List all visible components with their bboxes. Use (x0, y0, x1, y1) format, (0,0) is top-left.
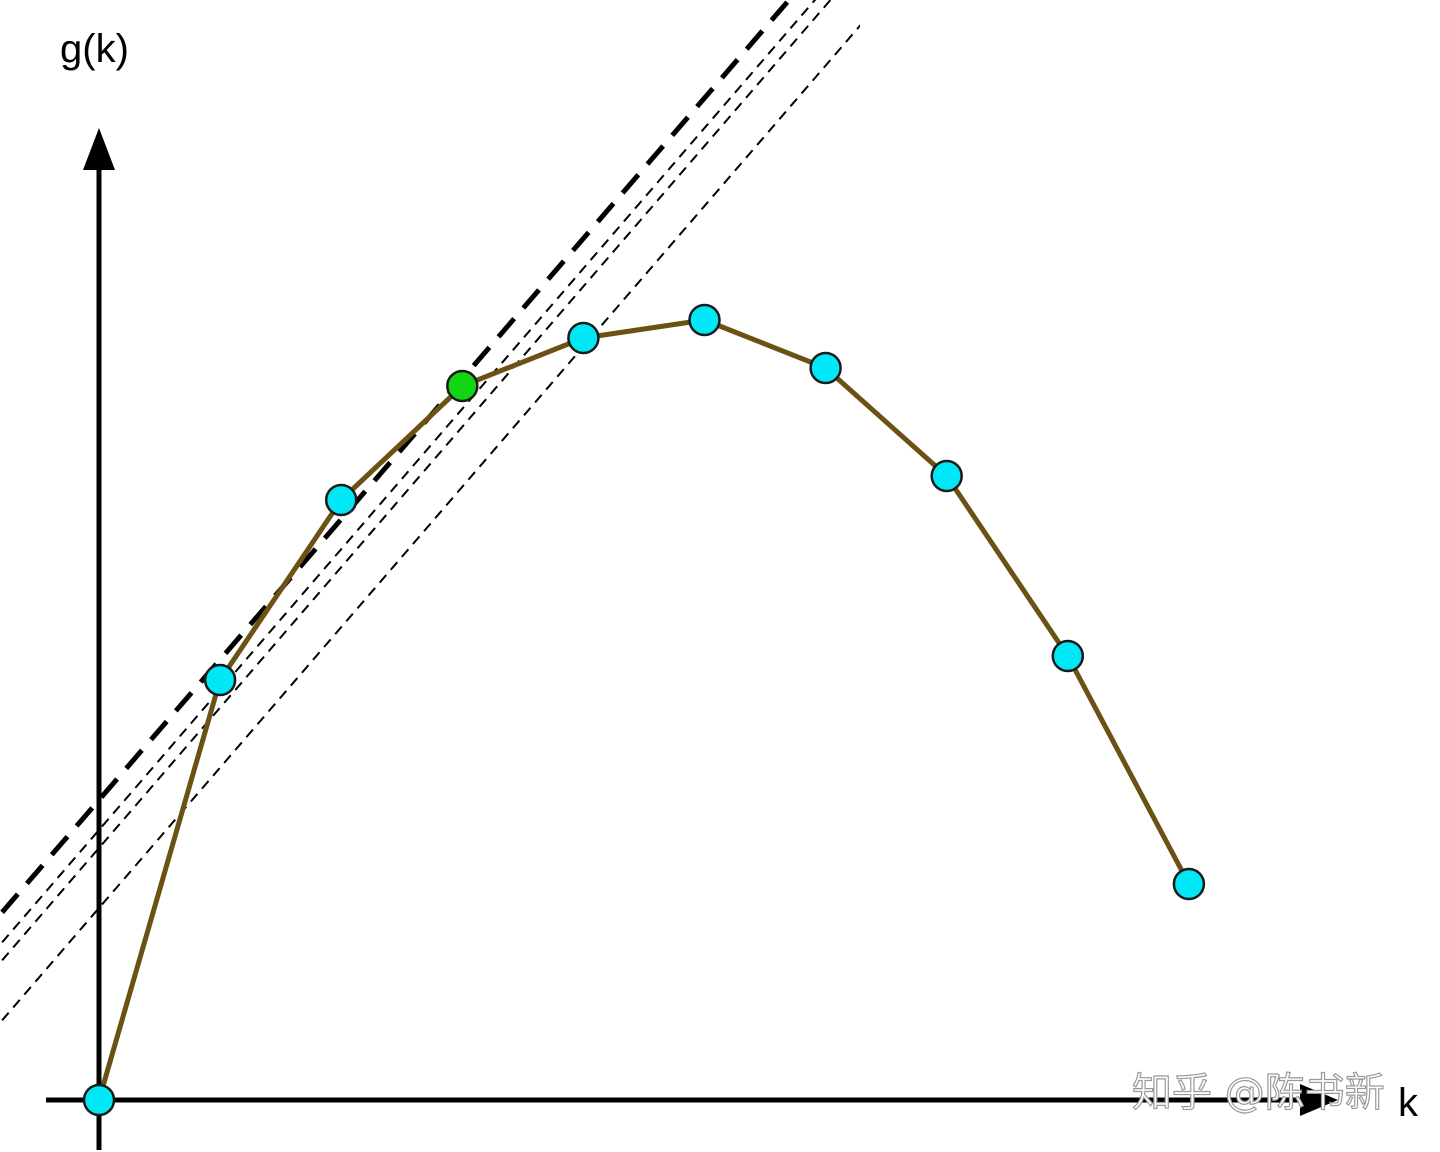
data-point (203, 663, 237, 697)
y-axis-arrow (83, 128, 115, 170)
data-points (82, 303, 1206, 1117)
axes (46, 128, 1338, 1150)
reference-line-4 (1, 24, 860, 1021)
x-axis-label: k (1398, 1081, 1419, 1125)
reference-lines (0, 0, 860, 1021)
series-line (96, 317, 1192, 1101)
data-point (809, 351, 842, 385)
data-point (1172, 867, 1206, 901)
data-point (688, 303, 721, 337)
data-point (1051, 639, 1085, 673)
highlight-point (446, 369, 479, 403)
watermark-text: 知乎 @陈书新 (1132, 1070, 1385, 1116)
data-point (567, 321, 600, 355)
y-axis-label: g(k) (60, 27, 129, 71)
data-point (82, 1083, 116, 1117)
reference-line-2 (1, 0, 817, 943)
data-point (930, 459, 963, 493)
data-point (324, 483, 358, 517)
series-polyline (96, 317, 1192, 1101)
x-axis-arrow (1300, 1084, 1338, 1116)
reference-line-3 (1, 0, 832, 961)
